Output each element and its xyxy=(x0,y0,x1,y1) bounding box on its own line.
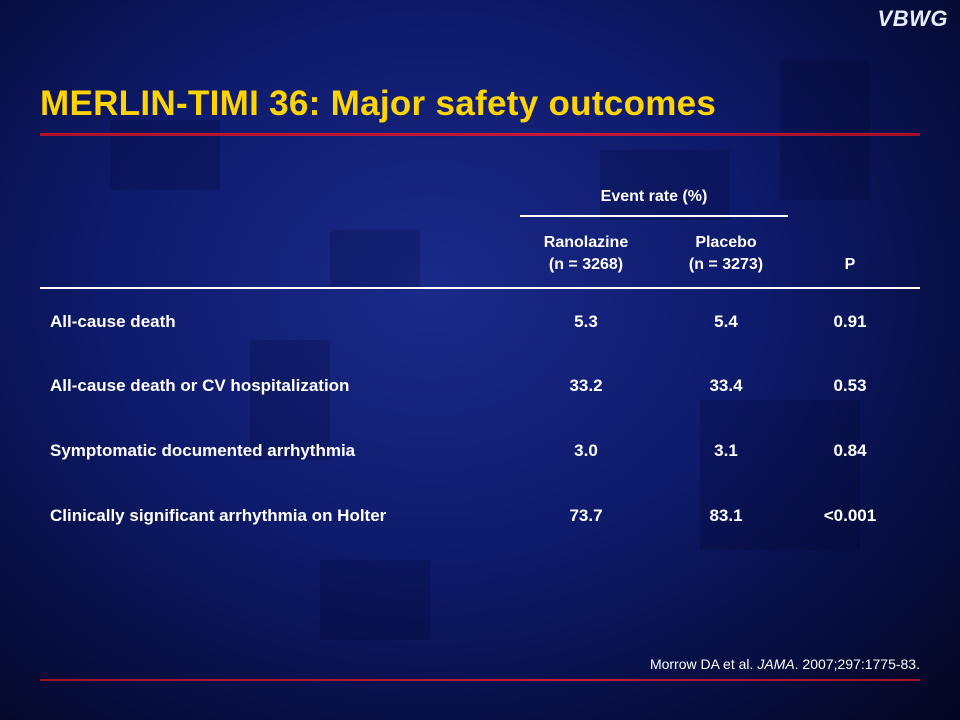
background-decoration xyxy=(320,560,430,640)
table-row: Clinically significant arrhythmia on Hol… xyxy=(0,506,960,530)
column-header-placebo: Placebo (n = 3273) xyxy=(656,232,796,276)
table-row: All-cause death 5.3 5.4 0.91 xyxy=(0,312,960,336)
column-header-p: P xyxy=(844,256,856,273)
row-label: All-cause death xyxy=(50,312,176,331)
ranolazine-value: 73.7 xyxy=(569,506,603,525)
citation: Morrow DA et al. JAMA. 2007;297:1775-83. xyxy=(650,656,920,672)
placebo-value: 3.1 xyxy=(714,441,738,460)
ranolazine-value: 3.0 xyxy=(574,441,598,460)
background-decoration xyxy=(780,60,870,200)
citation-journal: JAMA xyxy=(757,656,795,672)
placebo-value: 5.4 xyxy=(714,312,738,331)
placebo-n: (n = 3273) xyxy=(688,256,764,273)
background-decoration xyxy=(700,400,860,550)
p-value: 0.91 xyxy=(833,312,867,331)
row-label: All-cause death or CV hospitalization xyxy=(50,376,350,395)
row-label: Clinically significant arrhythmia on Hol… xyxy=(50,506,387,525)
citation-authors: Morrow DA et al. xyxy=(649,656,758,672)
table-row: All-cause death or CV hospitalization 33… xyxy=(0,376,960,400)
ranolazine-n: (n = 3268) xyxy=(548,256,624,273)
background-decoration xyxy=(110,120,220,190)
citation-details: . 2007;297:1775-83. xyxy=(794,656,920,672)
column-header-ranolazine: Ranolazine (n = 3268) xyxy=(516,232,656,276)
header-rule xyxy=(40,287,920,289)
group-header-rule xyxy=(520,215,788,217)
ranolazine-value: 33.2 xyxy=(569,376,603,395)
background-decoration xyxy=(250,340,330,460)
p-value: 0.53 xyxy=(833,376,867,395)
p-value: 0.84 xyxy=(833,441,867,460)
vbwg-logo: VBWG xyxy=(877,6,948,31)
row-label: Symptomatic documented arrhythmia xyxy=(50,441,356,460)
p-value: <0.001 xyxy=(823,506,877,525)
table-row: Symptomatic documented arrhythmia 3.0 3.… xyxy=(0,441,960,465)
footer-divider xyxy=(40,679,920,681)
title-divider xyxy=(40,133,920,136)
placebo-name: Placebo xyxy=(695,234,757,251)
ranolazine-value: 5.3 xyxy=(574,312,598,331)
slide-title: MERLIN-TIMI 36: Major safety outcomes xyxy=(40,84,717,123)
placebo-value: 83.1 xyxy=(709,506,743,525)
background-decoration xyxy=(330,230,420,290)
placebo-value: 33.4 xyxy=(709,376,743,395)
event-rate-group-header: Event rate (%) xyxy=(600,188,708,205)
background-decoration xyxy=(600,150,730,220)
ranolazine-name: Ranolazine xyxy=(543,234,629,251)
